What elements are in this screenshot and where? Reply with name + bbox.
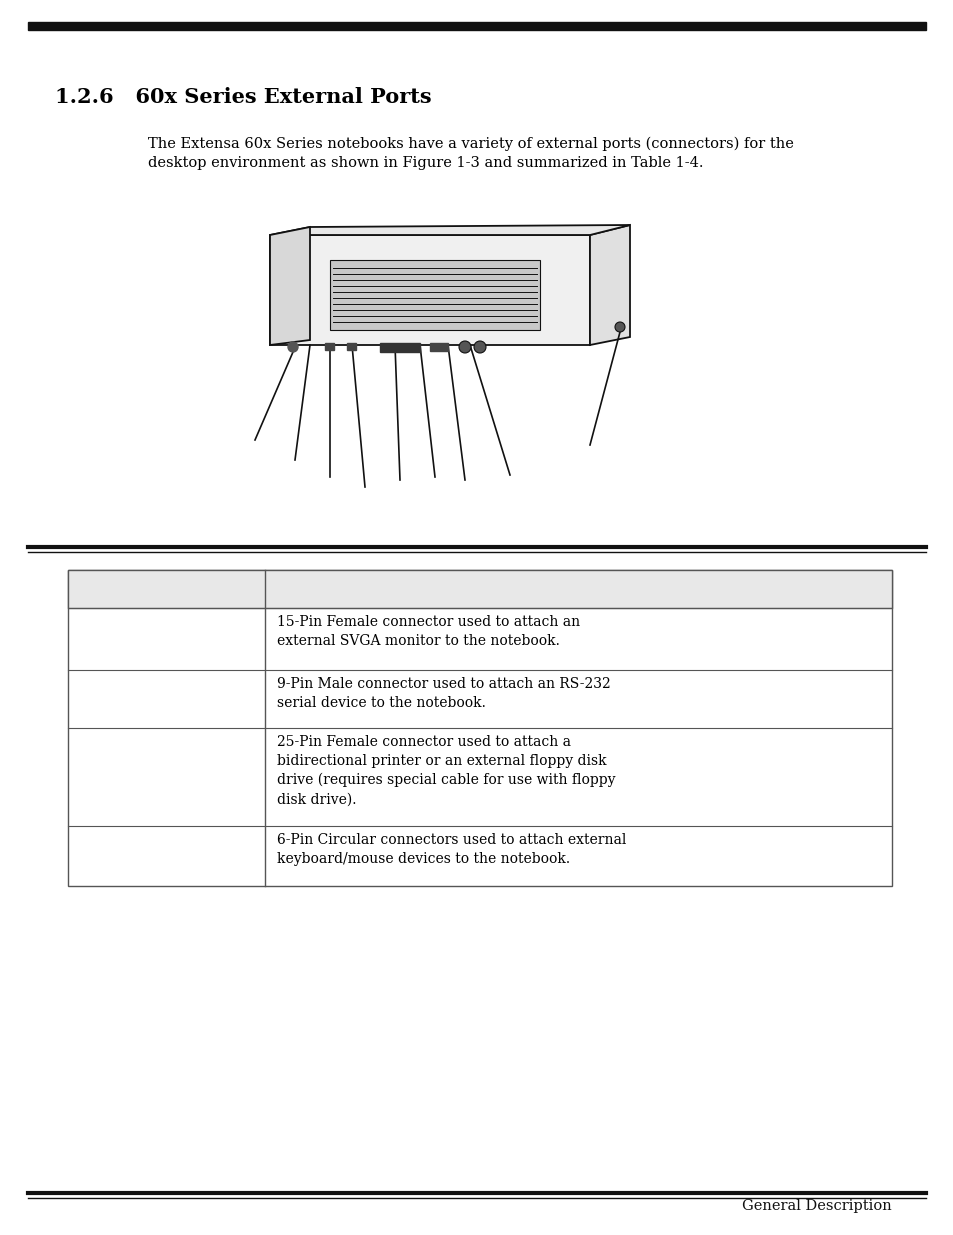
Text: Description: Description <box>533 582 623 597</box>
Text: 1.2.6   60x Series External Ports: 1.2.6 60x Series External Ports <box>55 86 431 107</box>
Circle shape <box>288 342 297 352</box>
Bar <box>68 571 891 885</box>
Text: 6-Pin Circular connectors used to attach external
keyboard/mouse devices to the : 6-Pin Circular connectors used to attach… <box>276 832 626 866</box>
Bar <box>379 343 419 352</box>
Polygon shape <box>270 235 589 345</box>
Polygon shape <box>270 227 310 345</box>
Text: desktop environment as shown in Figure 1-3 and summarized in Table 1-4.: desktop environment as shown in Figure 1… <box>148 156 702 170</box>
Text: 15-Pin Female connector used to attach an
external SVGA monitor to the notebook.: 15-Pin Female connector used to attach a… <box>276 615 579 648</box>
Text: General Description: General Description <box>741 1199 891 1213</box>
Bar <box>325 343 334 350</box>
Text: The Extensa 60x Series notebooks have a variety of external ports (connectors) f: The Extensa 60x Series notebooks have a … <box>148 137 793 152</box>
Polygon shape <box>270 225 629 235</box>
Text: Port Assignment: Port Assignment <box>102 582 231 597</box>
Polygon shape <box>330 261 539 330</box>
Bar <box>28 22 925 30</box>
Text: 25-Pin Female connector used to attach a
bidirectional printer or an external fl: 25-Pin Female connector used to attach a… <box>276 735 615 806</box>
Bar <box>430 343 448 351</box>
Circle shape <box>458 341 471 353</box>
Bar <box>347 343 355 350</box>
Circle shape <box>615 322 624 332</box>
Circle shape <box>474 341 485 353</box>
Bar <box>68 571 891 608</box>
Text: 9-Pin Male connector used to attach an RS-232
serial device to the notebook.: 9-Pin Male connector used to attach an R… <box>276 677 610 710</box>
Polygon shape <box>589 225 629 345</box>
